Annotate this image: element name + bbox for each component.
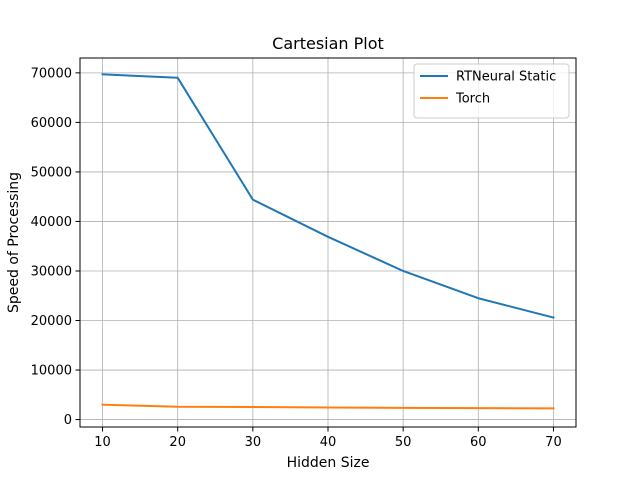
y-tick-label: 0 — [64, 413, 72, 428]
y-axis: 0 10000 20000 30000 40000 50000 60000 70000 — [31, 66, 80, 428]
series-layer — [101, 73, 555, 410]
y-axis-label: Speed of Processing — [6, 172, 22, 313]
x-tick-label: 60 — [470, 435, 487, 450]
x-tick-label: 30 — [245, 435, 262, 450]
x-tick-label: 40 — [320, 435, 337, 450]
x-tick-label: 50 — [395, 435, 412, 450]
x-axis-label: Hidden Size — [287, 455, 370, 471]
y-tick-label: 30000 — [31, 264, 72, 279]
x-tick-label: 20 — [169, 435, 186, 450]
y-tick-label: 10000 — [31, 364, 72, 379]
y-tick-label: 70000 — [31, 66, 72, 81]
legend-label-0: RTNeural Static — [456, 70, 556, 85]
y-tick-label: 60000 — [31, 116, 72, 131]
series-line-1 — [101, 403, 555, 410]
series-line-0 — [101, 73, 555, 319]
legend-box — [413, 63, 570, 119]
x-tick-label: 10 — [94, 435, 111, 450]
chart-title: Cartesian Plot — [272, 34, 384, 53]
legend-label-1: Torch — [455, 92, 490, 107]
grid — [80, 58, 576, 427]
y-tick-label: 20000 — [31, 314, 72, 329]
x-axis: 10 20 30 40 50 60 70 — [94, 427, 562, 450]
y-tick-label: 50000 — [31, 165, 72, 180]
x-tick-label: 70 — [545, 435, 562, 450]
y-tick-label: 40000 — [31, 215, 72, 230]
legend: RTNeural Static Torch — [413, 63, 570, 119]
